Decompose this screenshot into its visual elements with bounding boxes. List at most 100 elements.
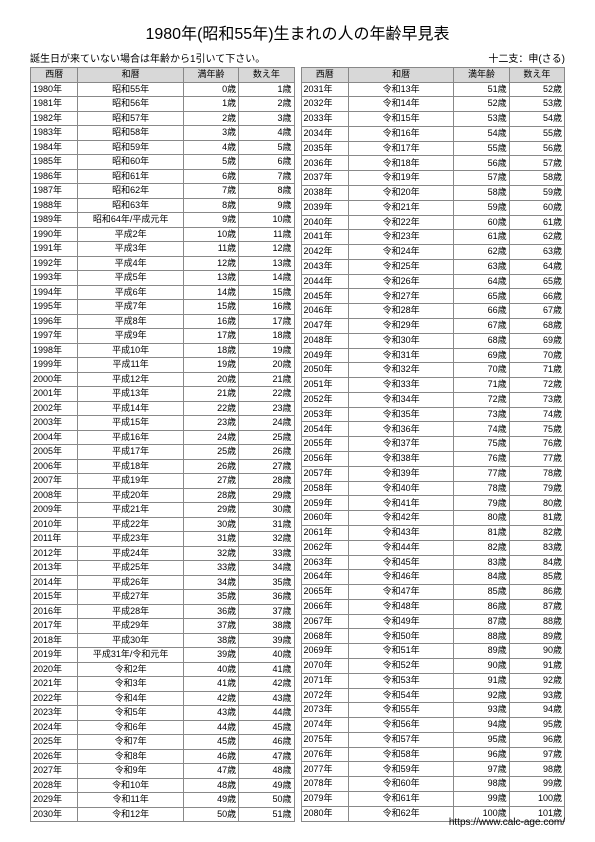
table-row: 2016年平成28年36歳37歳 bbox=[31, 604, 295, 619]
cell: 令和61年 bbox=[348, 792, 453, 807]
cell: 31歳 bbox=[239, 517, 294, 532]
cell: 89歳 bbox=[509, 629, 564, 644]
cell: 令和41年 bbox=[348, 496, 453, 511]
cell: 2016年 bbox=[31, 604, 78, 619]
cell: 2069年 bbox=[301, 644, 348, 659]
cell: 56歳 bbox=[454, 156, 509, 171]
cell: 34歳 bbox=[183, 575, 238, 590]
cell: 2062年 bbox=[301, 540, 348, 555]
table-row: 2039年令和21年59歳60歳 bbox=[301, 200, 565, 215]
table-row: 2051年令和33年71歳72歳 bbox=[301, 378, 565, 393]
table-row: 2022年令和4年42歳43歳 bbox=[31, 691, 295, 706]
cell: 2028年 bbox=[31, 778, 78, 793]
cell: 2020年 bbox=[31, 662, 78, 677]
table-row: 2020年令和2年40歳41歳 bbox=[31, 662, 295, 677]
cell: 2013年 bbox=[31, 561, 78, 576]
table-row: 2014年平成26年34歳35歳 bbox=[31, 575, 295, 590]
col-west: 西暦 bbox=[301, 68, 348, 83]
table-row: 2008年平成20年28歳29歳 bbox=[31, 488, 295, 503]
cell: 令和26年 bbox=[348, 274, 453, 289]
cell: 令和34年 bbox=[348, 392, 453, 407]
cell: 67歳 bbox=[454, 319, 509, 334]
cell: 25歳 bbox=[183, 445, 238, 460]
cell: 令和35年 bbox=[348, 407, 453, 422]
cell: 55歳 bbox=[454, 141, 509, 156]
cell: 平成18年 bbox=[78, 459, 183, 474]
cell: 78歳 bbox=[509, 466, 564, 481]
cell: 2024年 bbox=[31, 720, 78, 735]
table-row: 2031年令和13年51歳52歳 bbox=[301, 82, 565, 97]
cell: 72歳 bbox=[454, 392, 509, 407]
cell: 61歳 bbox=[454, 230, 509, 245]
cell: 2059年 bbox=[301, 496, 348, 511]
cell: 49歳 bbox=[183, 793, 238, 808]
cell: 2043年 bbox=[301, 259, 348, 274]
cell: 92歳 bbox=[509, 673, 564, 688]
cell: 令和33年 bbox=[348, 378, 453, 393]
cell: 2042年 bbox=[301, 245, 348, 260]
cell: 72歳 bbox=[509, 378, 564, 393]
cell: 平成25年 bbox=[78, 561, 183, 576]
cell: 平成13年 bbox=[78, 387, 183, 402]
cell: 57歳 bbox=[454, 171, 509, 186]
cell: 令和32年 bbox=[348, 363, 453, 378]
cell: 2000年 bbox=[31, 372, 78, 387]
table-row: 1987年昭和62年7歳8歳 bbox=[31, 184, 295, 199]
cell: 令和40年 bbox=[348, 481, 453, 496]
cell: 21歳 bbox=[239, 372, 294, 387]
cell: 2033年 bbox=[301, 112, 348, 127]
cell: 昭和57年 bbox=[78, 111, 183, 126]
cell: 8歳 bbox=[239, 184, 294, 199]
age-table-left: 西暦 和暦 満年齢 数え年 1980年昭和55年0歳1歳1981年昭和56年1歳… bbox=[30, 67, 295, 822]
cell: 昭和62年 bbox=[78, 184, 183, 199]
cell: 令和62年 bbox=[348, 806, 453, 821]
cell: 99歳 bbox=[454, 792, 509, 807]
cell: 平成17年 bbox=[78, 445, 183, 460]
cell: 2040年 bbox=[301, 215, 348, 230]
table-row: 1983年昭和58年3歳4歳 bbox=[31, 126, 295, 141]
cell: 令和39年 bbox=[348, 466, 453, 481]
cell: 1981年 bbox=[31, 97, 78, 112]
cell: 2035年 bbox=[301, 141, 348, 156]
cell: 2011年 bbox=[31, 532, 78, 547]
table-row: 2028年令和10年48歳49歳 bbox=[31, 778, 295, 793]
cell: 2052年 bbox=[301, 392, 348, 407]
cell: 令和37年 bbox=[348, 437, 453, 452]
table-row: 1999年平成11年19歳20歳 bbox=[31, 358, 295, 373]
footer-url: https://www.calc-age.com/ bbox=[449, 817, 565, 828]
table-row: 2046年令和28年66歳67歳 bbox=[301, 304, 565, 319]
cell: 74歳 bbox=[454, 422, 509, 437]
cell: 2036年 bbox=[301, 156, 348, 171]
table-row: 2061年令和43年81歳82歳 bbox=[301, 525, 565, 540]
cell: 38歳 bbox=[183, 633, 238, 648]
cell: 令和36年 bbox=[348, 422, 453, 437]
cell: 43歳 bbox=[239, 691, 294, 706]
table-row: 2001年平成13年21歳22歳 bbox=[31, 387, 295, 402]
table-row: 2056年令和38年76歳77歳 bbox=[301, 452, 565, 467]
table-row: 2070年令和52年90歳91歳 bbox=[301, 658, 565, 673]
cell: 令和30年 bbox=[348, 333, 453, 348]
cell: 62歳 bbox=[454, 245, 509, 260]
cell: 96歳 bbox=[454, 747, 509, 762]
cell: 23歳 bbox=[239, 401, 294, 416]
table-row: 2055年令和37年75歳76歳 bbox=[301, 437, 565, 452]
cell: 47歳 bbox=[239, 749, 294, 764]
cell: 29歳 bbox=[239, 488, 294, 503]
cell: 2048年 bbox=[301, 333, 348, 348]
cell: 64歳 bbox=[454, 274, 509, 289]
cell: 1994年 bbox=[31, 285, 78, 300]
cell: 1984年 bbox=[31, 140, 78, 155]
zodiac-text: 十二支：申(さる) bbox=[488, 50, 565, 65]
cell: 11歳 bbox=[239, 227, 294, 242]
cell: 21歳 bbox=[183, 387, 238, 402]
table-row: 2026年令和8年46歳47歳 bbox=[31, 749, 295, 764]
cell: 18歳 bbox=[183, 343, 238, 358]
cell: 25歳 bbox=[239, 430, 294, 445]
cell: 75歳 bbox=[454, 437, 509, 452]
cell: 93歳 bbox=[509, 688, 564, 703]
cell: 平成8年 bbox=[78, 314, 183, 329]
cell: 12歳 bbox=[239, 242, 294, 257]
cell: 27歳 bbox=[239, 459, 294, 474]
cell: 47歳 bbox=[183, 764, 238, 779]
cell: 4歳 bbox=[183, 140, 238, 155]
